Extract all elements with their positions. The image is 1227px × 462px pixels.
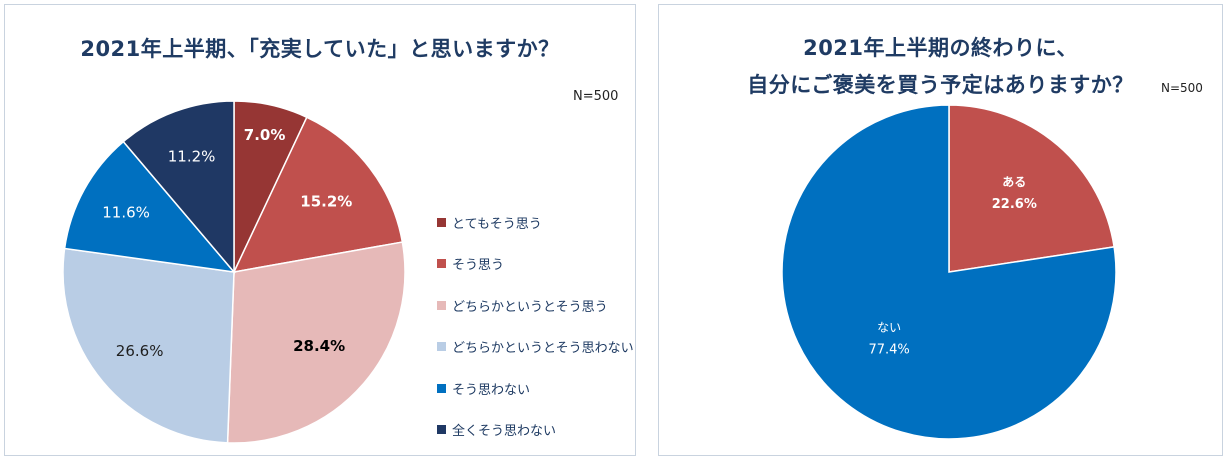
legend-swatch <box>437 217 446 227</box>
chart-title-right-line1: 2021年上半期の終わりに、 <box>803 36 1078 60</box>
legend-item-2: そう思う <box>437 253 634 275</box>
slice-value-label-3: 28.4% <box>293 337 345 355</box>
slice-category-label-2: ない <box>877 321 901 335</box>
legend-label: どちらかというとそう思わない <box>452 341 634 356</box>
pie-chart-left: 7.0% 15.2% 28.4% 26.6% 11.6% 11.2% <box>62 100 406 444</box>
legend-label: とてもそう思う <box>452 216 542 232</box>
slice-value-label-6: 11.2% <box>168 147 216 165</box>
slice-value-label-1: 22.6% <box>992 197 1037 212</box>
legend-item-1: とてもそう思う <box>437 211 634 233</box>
legend-swatch <box>437 342 446 351</box>
legend-label: どちらかというとそう思う <box>452 299 608 315</box>
legend-item-3: どちらかというとそう思う <box>437 294 634 316</box>
legend-label: そう思う <box>452 258 505 273</box>
pie-slice-5 <box>63 140 236 274</box>
slice-category-label-1: ある <box>1002 175 1026 189</box>
slice-value-label-2: 77.4% <box>868 343 909 358</box>
pie-slice-2 <box>781 104 1117 440</box>
legend-label: そう思わない <box>452 382 531 398</box>
pie-slice-4 <box>62 247 235 444</box>
pie-chart-right: ある 22.6% ない 77.4% <box>781 104 1117 440</box>
slice-value-label-4: 26.6% <box>116 342 164 360</box>
legend-label: 全くそう思わない <box>452 424 557 439</box>
legend-swatch <box>437 383 446 393</box>
chart-title-right-line2: 自分にご褒美を買う予定はありますか？ <box>747 73 1134 97</box>
chart-panel-left: 2021年上半期、「充実していた」と思いますか？ N=500 7.0% 15.2%… <box>4 4 636 456</box>
pie-slice-2 <box>232 116 404 273</box>
slice-value-label-5: 11.6% <box>102 204 150 222</box>
pie-slice-3 <box>226 241 406 444</box>
legend-swatch <box>437 300 446 310</box>
n-label-left: N=500 <box>573 89 619 104</box>
legend-item-5: そう思わない <box>437 377 634 399</box>
legend-swatch <box>437 259 446 268</box>
legend-left: とてもそう思う そう思うどちらかというとそう思うどちらかというとそう思わない そう思… <box>437 211 634 460</box>
pie-slice-6 <box>122 100 235 275</box>
legend-item-4: どちらかというとそう思わない <box>437 336 634 358</box>
chart-title-left: 2021年上半期、「充実していた」と思いますか？ <box>80 37 560 61</box>
legend-item-6: 全くそう思わない <box>437 419 634 441</box>
slice-value-label-2: 15.2% <box>300 192 352 210</box>
chart-panel-right: 2021年上半期の終わりに、 自分にご褒美を買う予定はありますか？ N=500 … <box>658 4 1223 456</box>
slice-value-label-1: 7.0% <box>244 126 286 144</box>
n-label-right: N=500 <box>1161 81 1203 95</box>
pie-slice-1 <box>948 104 1115 273</box>
legend-swatch <box>437 425 446 434</box>
